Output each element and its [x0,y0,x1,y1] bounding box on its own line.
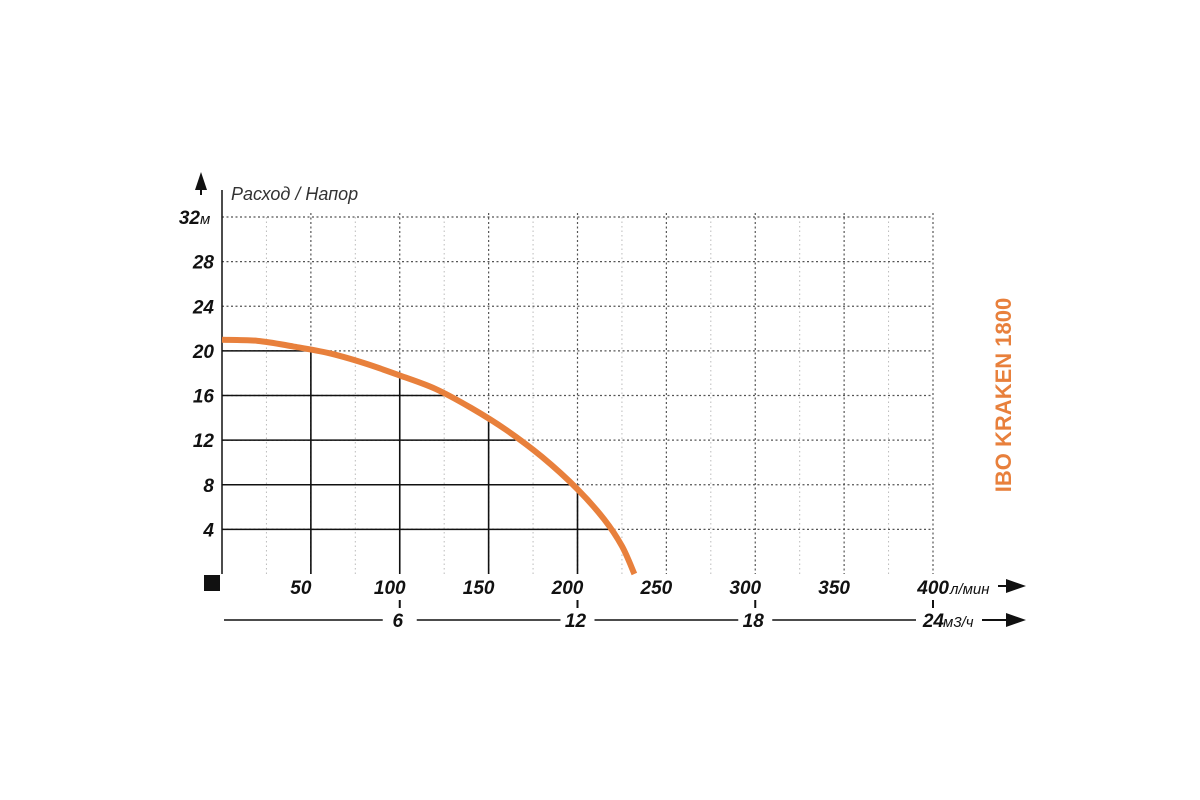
secondary-tick-label: 12 [565,611,587,632]
chart-series [221,336,638,576]
origin-marker [204,575,220,591]
head-flow-curve [221,336,638,576]
y-tick-label: 12 [193,431,215,452]
x-tick-label: 100 [374,578,406,599]
y-tick-label: 24 [192,297,215,318]
secondary-tick-label: 24 [922,611,945,632]
chart-axes [195,172,1026,627]
y-axis-unit: м [200,211,210,228]
chart-title: IBO KRAKEN 1800 [991,298,1016,492]
x-axis-unit: л/мин [949,581,990,598]
chart-labels: 4 8 12 16 20 24 28 32 м Расход / Напор 50 100 150 200… [179,184,990,632]
x-tick-label: 250 [640,578,673,599]
x-tick-label: 150 [463,578,495,599]
secondary-axis-arrow-head [1006,613,1026,627]
y-tick-label: 32 [179,208,201,229]
y-axis-label: Расход / Напор [231,184,358,204]
x-tick-label: 300 [729,578,761,599]
y-axis-arrow-head [195,172,207,190]
y-tick-label: 4 [202,520,214,541]
y-tick-label: 28 [192,253,215,274]
secondary-tick-label: 6 [392,611,403,632]
secondary-axis-unit: м3/ч [943,614,974,631]
operating-reference-lines [222,350,614,574]
x-tick-label: 50 [290,578,312,599]
x-tick-label: 200 [551,578,584,599]
x-tick-label: 400 [916,578,949,599]
y-tick-label: 20 [192,342,215,363]
y-tick-label: 8 [203,476,214,497]
x-axis-arrow-head [1006,579,1026,593]
secondary-tick-label: 18 [743,611,765,632]
y-tick-label: 16 [193,387,215,408]
x-tick-label: 350 [818,578,850,599]
